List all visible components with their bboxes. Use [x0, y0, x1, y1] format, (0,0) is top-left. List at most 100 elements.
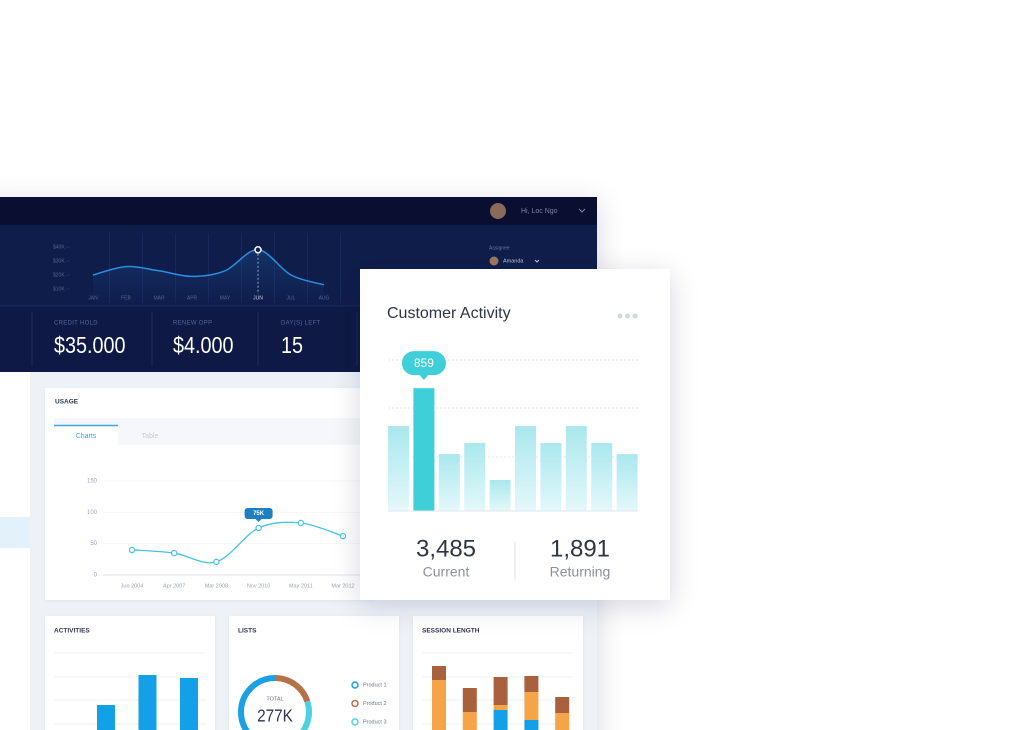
card — [229, 616, 399, 730]
stat-label: RENEW OPP — [173, 321, 212, 327]
tab-active[interactable] — [54, 425, 118, 445]
usage-point — [213, 558, 220, 566]
total-value: 277K — [257, 706, 293, 726]
legend-marker — [351, 681, 359, 689]
card-title: Customer Activity — [387, 305, 511, 322]
y-tick-label: $30K — [53, 258, 65, 264]
stacked-bar-segment — [493, 677, 508, 705]
bar — [515, 426, 536, 511]
card-title: USAGE — [55, 399, 79, 406]
bar — [565, 426, 587, 511]
x-tick-label: Nov 2010 — [247, 583, 271, 589]
stat-label: CREDIT HOLD — [54, 321, 98, 327]
dashboard-window: Hi, Loc NgoJANFEBMARAPRMAYJUNJULAUG$40K$… — [0, 197, 597, 730]
assignee-chevron — [534, 259, 540, 263]
stat-value: $35.000 — [54, 333, 126, 359]
assignee-label: Assignee — [489, 245, 510, 251]
y-tick-label: 100 — [87, 510, 98, 516]
card-title: LISTS — [238, 628, 257, 635]
tooltip — [244, 508, 273, 519]
bar — [591, 443, 613, 511]
user-menu-chevron — [578, 208, 586, 213]
tab[interactable]: Charts — [76, 433, 97, 440]
usage-point — [255, 524, 262, 532]
card-title: ACTIVITIES — [54, 628, 90, 635]
y-tick-label: $10K — [53, 286, 65, 292]
bar — [388, 426, 409, 511]
bar — [97, 705, 115, 730]
total-label: TOTAL — [266, 696, 283, 702]
stat-value: 1,891 — [550, 535, 610, 562]
bar — [138, 675, 157, 730]
stat-value: $4.000 — [173, 333, 234, 359]
x-tick-label: Mar 2008 — [205, 583, 228, 589]
value-label: 75K — [253, 511, 265, 517]
donut-segment — [274, 675, 311, 703]
donut-segment — [300, 700, 312, 730]
y-tick-label: 50 — [90, 541, 97, 547]
value-label: 859 — [414, 356, 434, 370]
stacked-bar-segment — [524, 720, 539, 730]
stacked-bar-segment — [493, 705, 508, 710]
user-greeting: Hi, Loc Ngo — [521, 208, 558, 215]
stat-value: 15 — [281, 333, 303, 359]
stacked-bar-segment — [462, 688, 477, 712]
x-tick-label: Jun 2004 — [121, 583, 144, 589]
stacked-bar-segment — [555, 713, 570, 730]
usage-point — [128, 546, 136, 554]
x-tick-label: Mar 2012 — [331, 583, 354, 589]
customer-activity-card: Customer Activity 859 3,485 Current 1,891 Ret… — [360, 269, 670, 600]
sidebar-active-item — [0, 517, 30, 548]
header-line — [92, 249, 325, 286]
sidebar — [0, 372, 30, 730]
stacked-bar-segment — [555, 697, 570, 713]
usage-line — [131, 521, 344, 564]
y-tick-label: $20K — [53, 272, 65, 278]
stacked-bar-segment — [432, 666, 446, 680]
tooltip-pointer — [418, 374, 429, 381]
stacked-bar-segment — [432, 680, 446, 730]
stat-label: DAY(S) LEFT — [281, 321, 321, 327]
bar — [413, 388, 435, 511]
y-tick-label: 150 — [87, 479, 98, 485]
bar — [489, 479, 511, 511]
bar — [616, 454, 638, 511]
tab[interactable]: Table — [142, 433, 159, 440]
stacked-bar-segment — [462, 712, 477, 730]
assignee-avatar — [489, 256, 499, 266]
user-avatar — [490, 203, 506, 219]
peak-marker — [254, 246, 262, 254]
y-tick-label: 0 — [94, 573, 98, 579]
x-tick-label: AUG — [319, 295, 330, 301]
bar — [438, 454, 460, 511]
usage-point — [170, 549, 178, 557]
stacked-bar-segment — [493, 710, 508, 730]
stat-label: Returning — [550, 564, 611, 580]
header-area — [93, 249, 324, 303]
bar — [464, 443, 486, 511]
legend-label: Product 1 — [363, 682, 387, 688]
top-bar — [0, 197, 597, 225]
legend-marker — [351, 699, 359, 708]
tooltip — [401, 351, 446, 376]
stat-label: Current — [423, 564, 470, 580]
usage-point — [297, 519, 304, 527]
usage-point — [339, 532, 347, 540]
more-menu-dot — [617, 313, 623, 319]
legend-marker — [351, 718, 359, 726]
bar — [540, 443, 562, 511]
more-menu-dot — [625, 313, 630, 319]
stacked-bar-segment — [524, 692, 539, 720]
x-tick-label: May 2011 — [289, 583, 313, 589]
card-title: SESSION LENGTH — [422, 628, 480, 635]
tooltip-pointer — [255, 519, 262, 522]
more-menu-dot — [632, 313, 638, 319]
stacked-bar-segment — [524, 676, 539, 692]
x-tick-label: Apr 2007 — [163, 583, 185, 589]
stat-value: 3,485 — [416, 535, 476, 562]
y-tick-label: $40K — [53, 244, 65, 250]
legend-label: Product 2 — [363, 701, 387, 707]
bar — [180, 678, 198, 730]
